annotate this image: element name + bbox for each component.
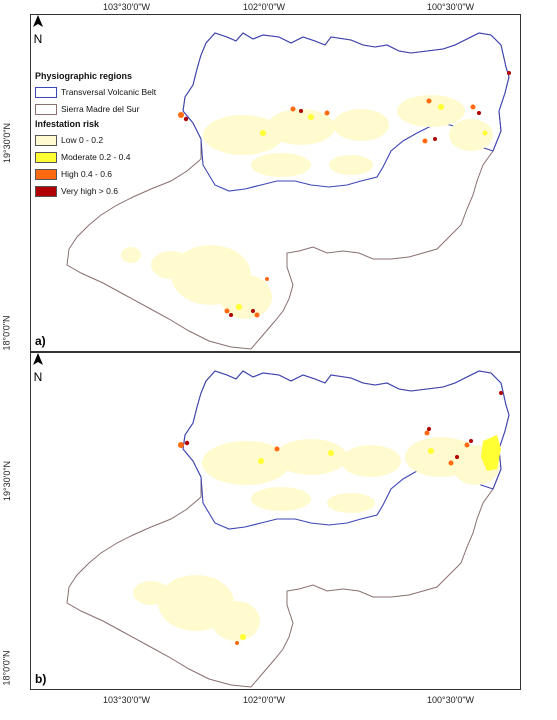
- risk-low-swatch: [35, 134, 57, 146]
- north-arrow-label-a: N: [34, 32, 43, 45]
- risk-high-patches-b: [178, 430, 470, 645]
- lat-tick-left-a-1: 19°30'0"N: [2, 122, 13, 164]
- state-outline-b: [66, 370, 510, 688]
- north-arrow-icon-a: N: [33, 15, 43, 45]
- lon-tick-top-1: 103°30'0"W: [103, 2, 151, 12]
- lat-tick-left-b-1: 19°30'0"N: [2, 460, 13, 502]
- legend-regions-title: Physiographic regions: [35, 71, 133, 81]
- risk-moderate-swatch: [35, 151, 57, 163]
- lat-tick-left-b-2: 18°0'0"N: [1, 650, 12, 686]
- risk-high-swatch: [35, 168, 57, 180]
- panel-label-a: a): [35, 334, 46, 348]
- legend-risk-moderate-label: Moderate 0.2 - 0.4: [61, 152, 131, 162]
- map-panel-b: N b): [30, 352, 521, 690]
- risk-high-patches-a: [178, 98, 476, 318]
- lon-tick-bottom-2: 102°0'0"W: [243, 695, 286, 705]
- legend-region-tvb: Transversal Volcanic Belt: [35, 85, 156, 99]
- legend-region-sms: Sierra Madre del Sur: [35, 102, 156, 116]
- tvb-boundary-a: [182, 32, 510, 192]
- legend-risk-moderate: Moderate 0.2 - 0.4: [35, 150, 156, 164]
- risk-moderate-patches-b: [240, 435, 501, 640]
- risk-moderate-patches-a: [236, 104, 488, 310]
- sms-swatch: [35, 103, 57, 115]
- map-a-svg: [66, 32, 511, 350]
- legend-risk-high: High 0.4 - 0.6: [35, 167, 156, 181]
- north-arrow-label-b: N: [34, 370, 43, 383]
- panel-label-b: b): [35, 672, 47, 686]
- map-legend: Physiographic regions Transversal Volcan…: [35, 71, 156, 201]
- legend-risk-low: Low 0 - 0.2: [35, 133, 156, 147]
- legend-region-tvb-label: Transversal Volcanic Belt: [61, 87, 157, 97]
- risk-low-patches-a: [121, 95, 493, 319]
- map-b-svg: [66, 370, 510, 688]
- legend-region-sms-label: Sierra Madre del Sur: [61, 104, 140, 114]
- lon-tick-top-3: 100°30'0"W: [427, 2, 475, 12]
- legend-risk-title: Infestation risk: [35, 119, 100, 129]
- risk-veryhigh-patches-a: [183, 71, 511, 317]
- tvb-swatch: [35, 86, 57, 98]
- tvb-boundary-b: [182, 370, 510, 530]
- risk-veryhigh-patches-b: [184, 391, 503, 459]
- lon-tick-top-2: 102°0'0"W: [243, 2, 286, 12]
- lat-tick-left-a-2: 18°0'0"N: [1, 315, 12, 351]
- risk-veryhigh-swatch: [35, 185, 57, 197]
- legend-risk-veryhigh-label: Very high > 0.6: [61, 186, 118, 196]
- lon-tick-bottom-1: 103°30'0"W: [103, 695, 151, 705]
- legend-risk-low-label: Low 0 - 0.2: [61, 135, 104, 145]
- legend-risk-veryhigh: Very high > 0.6: [35, 184, 156, 198]
- north-arrow-icon-b: N: [33, 353, 43, 383]
- map-panel-a: Physiographic regions Transversal Volcan…: [30, 14, 521, 352]
- legend-risk-high-label: High 0.4 - 0.6: [61, 169, 113, 179]
- lon-tick-bottom-3: 100°30'0"W: [427, 695, 475, 705]
